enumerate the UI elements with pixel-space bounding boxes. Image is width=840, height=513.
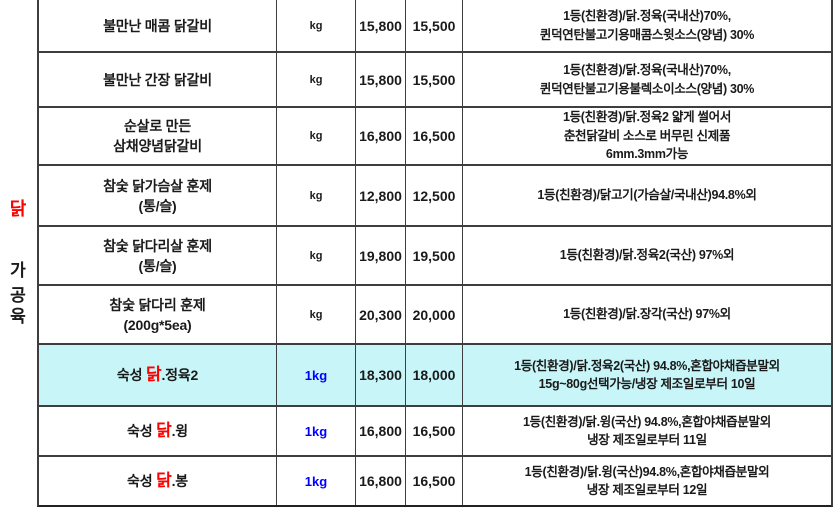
unit-cell: kg [277, 286, 356, 343]
table-body: 불만난 매콤 닭갈비 kg 15,800 15,500 1등(친환경)/닭.정육… [39, 0, 831, 505]
price-box-cell: 16,500 [406, 108, 463, 164]
table-row: 숙성 닭.봉 1kg 16,800 16,500 1등(친환경)/닭.윙(국산)… [39, 457, 831, 505]
price-kg-cell: 19,800 [356, 227, 406, 284]
product-name-cell: 참숯 닭다리살 훈제 (통/슬) [39, 227, 277, 284]
unit-cell: kg [277, 227, 356, 284]
description-cell: 1등(친환경)/닭.장각(국산) 97%외 [563, 307, 731, 322]
price-kg-cell: 12,800 [356, 166, 406, 225]
price-box-cell: 16,500 [406, 457, 463, 505]
price-box-cell: 15,500 [406, 53, 463, 106]
price-kg-cell: 18,300 [356, 345, 406, 405]
table-row: 참숯 닭다리살 훈제 (통/슬) kg 19,800 19,500 1등(친환경)… [39, 227, 831, 286]
price-kg-cell: 16,800 [356, 407, 406, 455]
description-cell: 1등(친환경)/닭.정육(국내산)70%, 퀸덕연탄불고기용매콤스윗소스(양념) … [539, 9, 755, 42]
table-row: 참숯 닭가슴살 훈제 (통/슬) kg 12,800 12,500 1등(친환경)… [39, 166, 831, 227]
product-name-cell: 불만난 간장 닭갈비 [39, 53, 277, 106]
unit-cell: kg [277, 0, 356, 51]
price-kg-cell: 16,800 [356, 108, 406, 164]
unit-cell: 1kg [277, 345, 356, 405]
price-kg-cell: 16,800 [356, 457, 406, 505]
unit-cell: kg [277, 108, 356, 164]
category-label-chicken: 닭 [9, 199, 27, 219]
description-cell: 1등(친환경)/닭.정육2 얇게 썰어서 춘천닭갈비 소스로 버무린 신제품 6mm… [562, 110, 732, 162]
table-row: 불만난 간장 닭갈비 kg 15,800 15,500 1등(친환경)/닭.정육… [39, 53, 831, 108]
product-name-cell: 숙성 닭.봉 [39, 457, 277, 505]
product-name-cell: 숙성 닭.윙 [39, 407, 277, 455]
price-box-cell: 20,000 [406, 286, 463, 343]
price-kg-cell: 15,800 [356, 0, 406, 51]
price-box-cell: 12,500 [406, 166, 463, 225]
description-cell: 1등(친환경)/닭.윙(국산) 94.8%,혼합야채즙분말외 냉장 제조일로부터 … [523, 414, 771, 448]
table-row: 숙성 닭.윙 1kg 16,800 16,500 1등(친환경)/닭.윙(국산)… [39, 407, 831, 457]
price-box-cell: 15,500 [406, 0, 463, 51]
category-sidebar: 닭 가 공 육 [0, 0, 37, 507]
description-cell: 1등(친환경)/닭.정육(국내산)70%, 퀸덕연탄불고기용불렉소이소스(양념) … [539, 63, 755, 96]
description-cell: 1등(친환경)/닭고기(가슴살/국내산)94.8%외 [537, 188, 757, 203]
product-name-cell: 참숯 닭다리 훈제 (200g*5ea) [39, 286, 277, 343]
price-kg-cell: 15,800 [356, 53, 406, 106]
product-name-cell: 불만난 매콤 닭갈비 [39, 0, 277, 51]
category-label-group-1: 가 [10, 261, 26, 280]
description-cell: 1등(친환경)/닭.윙(국산)94.8%,혼합야채즙분말외 냉장 제조일로부터 1… [524, 464, 770, 498]
table-row: 참숯 닭다리 훈제 (200g*5ea) kg 20,300 20,000 1등(… [39, 286, 831, 345]
price-kg-cell: 20,300 [356, 286, 406, 343]
product-price-table: 불만난 매콤 닭갈비 kg 15,800 15,500 1등(친환경)/닭.정육… [37, 0, 833, 507]
description-cell: 1등(친환경)/닭.정육2(국산) 94.8%,혼합야채즙분말외 15g~80g선… [514, 358, 780, 392]
table-row: 숙성 닭.정육2 1kg 18,300 18,000 1등(친환경)/닭.정육2… [39, 345, 831, 407]
category-label-group-3: 육 [10, 307, 26, 326]
product-name-cell: 참숯 닭가슴살 훈제 (통/슬) [39, 166, 277, 225]
product-name-cell: 순살로 만든 삼채양념닭갈비 [39, 108, 277, 164]
price-box-cell: 16,500 [406, 407, 463, 455]
unit-cell: 1kg [277, 457, 356, 505]
category-label-group-2: 공 [10, 286, 26, 305]
unit-cell: kg [277, 53, 356, 106]
price-box-cell: 19,500 [406, 227, 463, 284]
table-row: 순살로 만든 삼채양념닭갈비 kg 16,800 16,500 1등(친환경)/닭… [39, 108, 831, 166]
description-cell: 1등(친환경)/닭.정육2(국산) 97%외 [559, 248, 735, 263]
product-name-cell: 숙성 닭.정육2 [39, 345, 277, 405]
unit-cell: kg [277, 166, 356, 225]
unit-cell: 1kg [277, 407, 356, 455]
price-box-cell: 18,000 [406, 345, 463, 405]
table-row: 불만난 매콤 닭갈비 kg 15,800 15,500 1등(친환경)/닭.정육… [39, 0, 831, 53]
